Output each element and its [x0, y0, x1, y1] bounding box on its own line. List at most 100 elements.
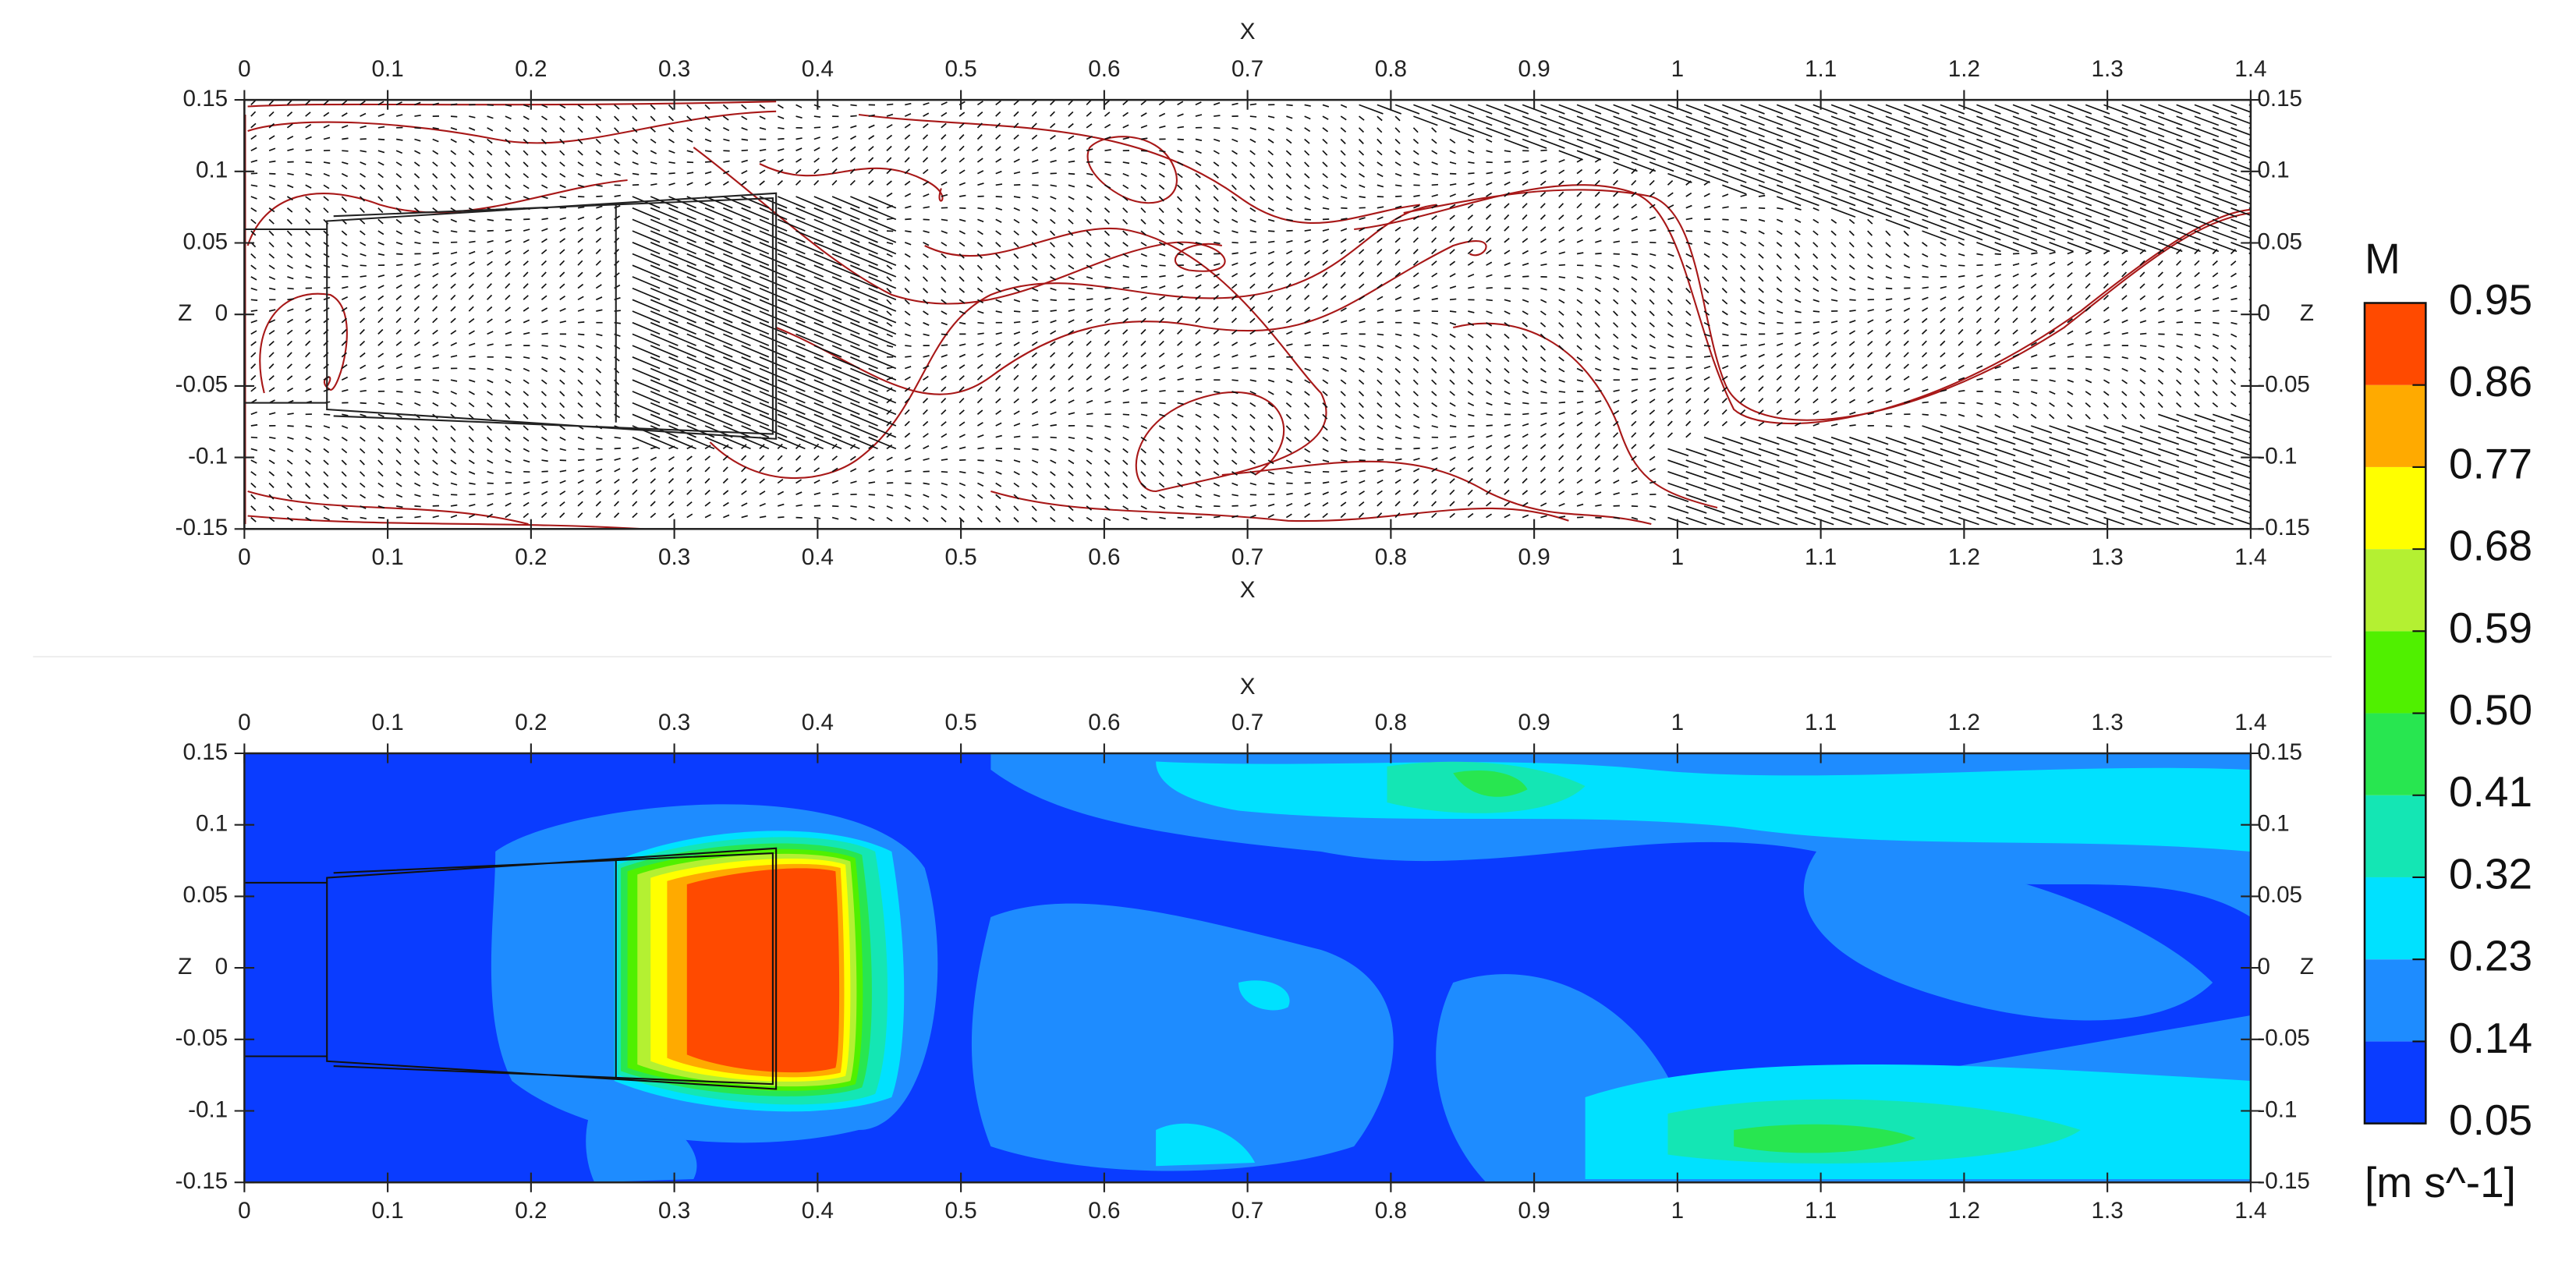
- x-tick-label: 0.2: [515, 710, 547, 735]
- x-axis-title: X: [1240, 19, 1256, 44]
- geometry-outline: [244, 192, 778, 440]
- y-tick-label: -0.05: [175, 372, 229, 398]
- y-tick-label: -0.15: [2257, 515, 2310, 540]
- x-tick-label: 0: [238, 710, 250, 735]
- x-tick-label: 0.1: [372, 56, 404, 82]
- colorbar-band: [2364, 631, 2426, 714]
- x-tick-label: 0.5: [945, 544, 977, 570]
- y-tick-label: 0.15: [2257, 86, 2302, 112]
- x-tick-label: 1.3: [2092, 56, 2124, 82]
- x-tick-label: 0.7: [1231, 710, 1263, 735]
- x-tick-label: 0.8: [1375, 56, 1407, 82]
- x-tick-label: 0.9: [1518, 56, 1550, 82]
- colorbar-label: 0.86: [2449, 357, 2532, 406]
- colorbar-band: [2364, 877, 2426, 960]
- x-tick-label: 0.9: [1518, 710, 1550, 735]
- y-axis-title: Z: [178, 954, 192, 979]
- x-tick-label: 0.6: [1088, 544, 1120, 570]
- streamlines: [244, 101, 2251, 530]
- x-tick-label: 0.9: [1518, 1198, 1550, 1224]
- colorbar-band: [2364, 549, 2426, 632]
- x-tick-label: 1.4: [2234, 544, 2266, 570]
- colorbar-title: M: [2365, 235, 2401, 283]
- x-axis-title: X: [1240, 577, 1256, 603]
- x-axis-title: X: [1240, 674, 1256, 700]
- x-tick-label: 1.1: [1805, 56, 1837, 82]
- x-tick-label: 1: [1671, 710, 1684, 735]
- y-tick-label: 0.1: [2257, 158, 2289, 183]
- x-tick-label: 1.3: [2092, 544, 2124, 570]
- x-tick-label: 0.8: [1375, 1198, 1407, 1224]
- contour-fill: [244, 753, 2251, 1183]
- colorbar-band: [2364, 466, 2426, 550]
- colorbar-label: 0.59: [2449, 604, 2532, 652]
- x-tick-label: 1.1: [1805, 1198, 1837, 1224]
- x-tick-label: 0.2: [515, 1198, 547, 1224]
- x-tick-label: 0.3: [658, 544, 690, 570]
- x-tick-label: 1.4: [2234, 56, 2266, 82]
- x-tick-label: 0.1: [372, 544, 404, 570]
- vector-arrows: [250, 100, 2251, 526]
- x-tick-label: 1.4: [2234, 1198, 2266, 1224]
- x-tick-label: 0.8: [1375, 544, 1407, 570]
- y-tick-label: 0: [2257, 954, 2270, 979]
- y-tick-label: -0.15: [2257, 1168, 2310, 1194]
- y-axis-title: Z: [178, 300, 192, 326]
- y-tick-label: -0.1: [2257, 1096, 2297, 1122]
- y-tick-label: 0.05: [183, 882, 229, 908]
- plot-frame: [243, 98, 2252, 530]
- x-tick-label: 0.5: [945, 56, 977, 82]
- x-tick-label: 0.3: [658, 56, 690, 82]
- x-tick-label: 0.7: [1231, 1198, 1263, 1224]
- y-tick-label: 0.05: [2257, 882, 2302, 908]
- colorbar-label: 0.68: [2449, 522, 2532, 570]
- y-tick-label: -0.1: [188, 443, 228, 469]
- x-tick-label: 0.9: [1518, 544, 1550, 570]
- x-tick-label: 1.2: [1948, 544, 1980, 570]
- colorbar-label: 0.50: [2449, 685, 2532, 734]
- y-tick-label: -0.05: [175, 1025, 229, 1051]
- y-tick-label: 0: [2257, 300, 2270, 326]
- x-tick-label: 0.6: [1088, 56, 1120, 82]
- x-tick-label: 0.8: [1375, 710, 1407, 735]
- colorbar-label: 0.95: [2449, 275, 2532, 324]
- x-tick-label: 0.7: [1231, 56, 1263, 82]
- x-tick-label: 0.5: [945, 1198, 977, 1224]
- y-tick-label: -0.1: [2257, 443, 2297, 469]
- colorbar-label: 0.41: [2449, 767, 2532, 816]
- x-tick-label: 1.2: [1948, 1198, 1980, 1224]
- x-tick-label: 0.1: [372, 710, 404, 735]
- y-tick-label: -0.05: [2257, 1025, 2310, 1051]
- y-tick-label: 0.05: [183, 228, 229, 254]
- x-tick-label: 0.4: [802, 1198, 834, 1224]
- y-tick-label: 0.15: [183, 739, 229, 765]
- colorbar-label: 0.23: [2449, 932, 2532, 980]
- x-tick-label: 0.6: [1088, 710, 1120, 735]
- x-tick-label: 0.2: [515, 56, 547, 82]
- x-tick-label: 0.3: [658, 710, 690, 735]
- colorbar-band: [2364, 959, 2426, 1042]
- colorbar-label: 0.32: [2449, 850, 2532, 898]
- x-tick-label: 1.1: [1805, 544, 1837, 570]
- x-tick-label: 0.3: [658, 1198, 690, 1224]
- y-tick-label: -0.15: [175, 1168, 229, 1194]
- y-tick-label: 0.15: [183, 86, 229, 112]
- colorbar-label: 0.14: [2449, 1014, 2532, 1062]
- x-tick-label: 0.1: [372, 1198, 404, 1224]
- x-tick-label: 1.2: [1948, 56, 1980, 82]
- colorbar-band: [2364, 795, 2426, 877]
- y-tick-label: 0.05: [2257, 228, 2302, 254]
- x-tick-label: 0: [238, 544, 250, 570]
- x-tick-label: 1.3: [2092, 710, 2124, 735]
- y-tick-label: -0.1: [188, 1096, 228, 1122]
- x-tick-label: 1.2: [1948, 710, 1980, 735]
- y-tick-label: 0.15: [2257, 739, 2302, 765]
- geometry-outline: [244, 847, 778, 1090]
- colorbar-unit: [m s^-1]: [2365, 1158, 2516, 1206]
- colorbar-band: [2364, 713, 2426, 795]
- x-tick-label: 0.2: [515, 544, 547, 570]
- x-tick-label: 1: [1671, 1198, 1684, 1224]
- x-tick-label: 0.4: [802, 710, 834, 735]
- x-tick-label: 0: [238, 1198, 250, 1224]
